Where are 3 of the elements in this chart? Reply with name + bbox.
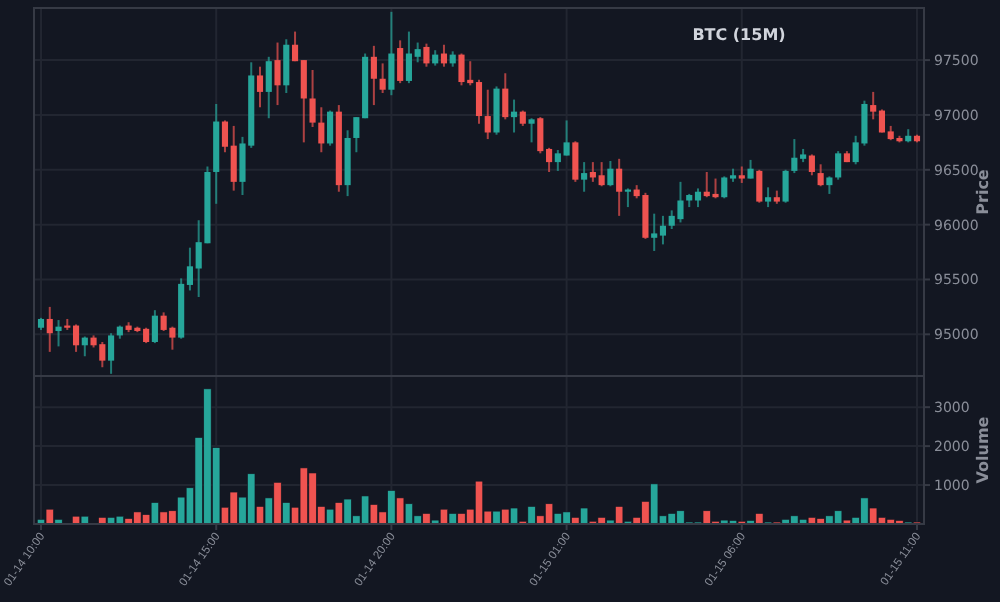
y-axis-title: Price bbox=[974, 168, 992, 215]
y-axis-title: Volume bbox=[974, 415, 992, 484]
text: BTC (15M) bbox=[692, 26, 786, 44]
